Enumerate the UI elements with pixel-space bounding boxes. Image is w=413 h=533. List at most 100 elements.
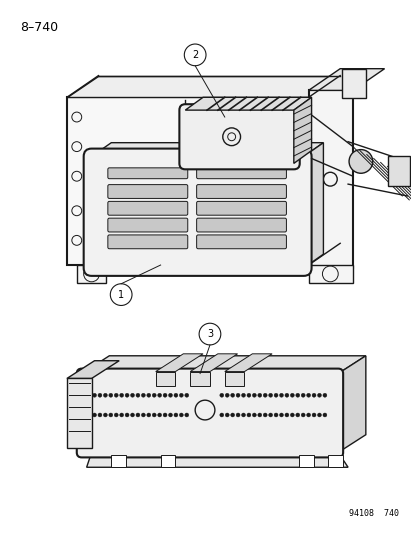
- Circle shape: [235, 413, 240, 417]
- Circle shape: [284, 393, 288, 397]
- Text: 3: 3: [206, 329, 213, 339]
- Polygon shape: [303, 143, 323, 268]
- Circle shape: [157, 413, 161, 417]
- Text: 2: 2: [192, 50, 198, 60]
- Circle shape: [306, 393, 310, 397]
- Circle shape: [93, 393, 96, 397]
- Circle shape: [125, 413, 129, 417]
- Circle shape: [98, 413, 102, 417]
- Circle shape: [152, 393, 156, 397]
- Circle shape: [311, 393, 315, 397]
- Circle shape: [279, 413, 283, 417]
- FancyBboxPatch shape: [196, 201, 286, 215]
- Polygon shape: [67, 98, 308, 265]
- Circle shape: [301, 393, 304, 397]
- Circle shape: [98, 393, 102, 397]
- Circle shape: [257, 393, 261, 397]
- Circle shape: [257, 413, 261, 417]
- Polygon shape: [190, 354, 237, 372]
- Polygon shape: [81, 356, 365, 374]
- Circle shape: [225, 413, 229, 417]
- Circle shape: [263, 393, 266, 397]
- Circle shape: [311, 413, 315, 417]
- Circle shape: [110, 284, 132, 305]
- Circle shape: [179, 393, 183, 397]
- Circle shape: [168, 413, 172, 417]
- Circle shape: [147, 413, 150, 417]
- Polygon shape: [155, 354, 202, 372]
- Polygon shape: [328, 455, 342, 467]
- Circle shape: [284, 413, 288, 417]
- Circle shape: [295, 413, 299, 417]
- Polygon shape: [298, 455, 313, 467]
- Circle shape: [252, 393, 256, 397]
- FancyBboxPatch shape: [196, 235, 286, 249]
- Circle shape: [125, 393, 129, 397]
- Circle shape: [317, 393, 320, 397]
- Circle shape: [348, 150, 372, 173]
- Polygon shape: [86, 453, 347, 467]
- Circle shape: [235, 393, 240, 397]
- Polygon shape: [111, 455, 126, 467]
- Circle shape: [219, 393, 223, 397]
- Circle shape: [184, 393, 188, 397]
- Text: 94108  740: 94108 740: [349, 508, 399, 518]
- Circle shape: [173, 393, 178, 397]
- Circle shape: [152, 413, 156, 417]
- Polygon shape: [224, 372, 244, 386]
- Circle shape: [268, 413, 272, 417]
- FancyBboxPatch shape: [108, 168, 188, 179]
- Polygon shape: [308, 265, 352, 283]
- Circle shape: [199, 323, 220, 345]
- Circle shape: [241, 393, 245, 397]
- Circle shape: [301, 413, 304, 417]
- Polygon shape: [308, 91, 352, 268]
- FancyBboxPatch shape: [108, 218, 188, 232]
- Polygon shape: [337, 356, 365, 453]
- Circle shape: [230, 393, 234, 397]
- Circle shape: [163, 393, 166, 397]
- Polygon shape: [160, 455, 175, 467]
- Polygon shape: [308, 69, 384, 91]
- FancyBboxPatch shape: [76, 369, 342, 457]
- Circle shape: [109, 413, 112, 417]
- Polygon shape: [155, 372, 175, 386]
- Circle shape: [119, 393, 123, 397]
- Circle shape: [268, 393, 272, 397]
- Circle shape: [147, 393, 150, 397]
- Circle shape: [119, 413, 123, 417]
- Circle shape: [109, 393, 112, 397]
- Circle shape: [179, 413, 183, 417]
- Circle shape: [290, 393, 294, 397]
- Circle shape: [114, 393, 118, 397]
- Circle shape: [219, 413, 223, 417]
- Circle shape: [168, 393, 172, 397]
- Circle shape: [279, 393, 283, 397]
- Circle shape: [141, 393, 145, 397]
- FancyBboxPatch shape: [196, 218, 286, 232]
- Circle shape: [130, 413, 134, 417]
- Circle shape: [241, 413, 245, 417]
- Polygon shape: [308, 76, 339, 265]
- Circle shape: [173, 413, 178, 417]
- Circle shape: [317, 413, 320, 417]
- Circle shape: [322, 393, 326, 397]
- Circle shape: [273, 413, 278, 417]
- Circle shape: [263, 413, 266, 417]
- Circle shape: [184, 44, 206, 66]
- Circle shape: [295, 393, 299, 397]
- Circle shape: [230, 413, 234, 417]
- FancyBboxPatch shape: [196, 168, 286, 179]
- Circle shape: [141, 413, 145, 417]
- Circle shape: [273, 393, 278, 397]
- Circle shape: [135, 413, 140, 417]
- Text: 8–740: 8–740: [21, 21, 59, 34]
- Polygon shape: [190, 372, 209, 386]
- Text: 1: 1: [118, 289, 124, 300]
- Circle shape: [184, 413, 188, 417]
- Polygon shape: [76, 265, 106, 283]
- Circle shape: [163, 413, 166, 417]
- Circle shape: [247, 393, 250, 397]
- FancyBboxPatch shape: [108, 201, 188, 215]
- Polygon shape: [67, 76, 339, 98]
